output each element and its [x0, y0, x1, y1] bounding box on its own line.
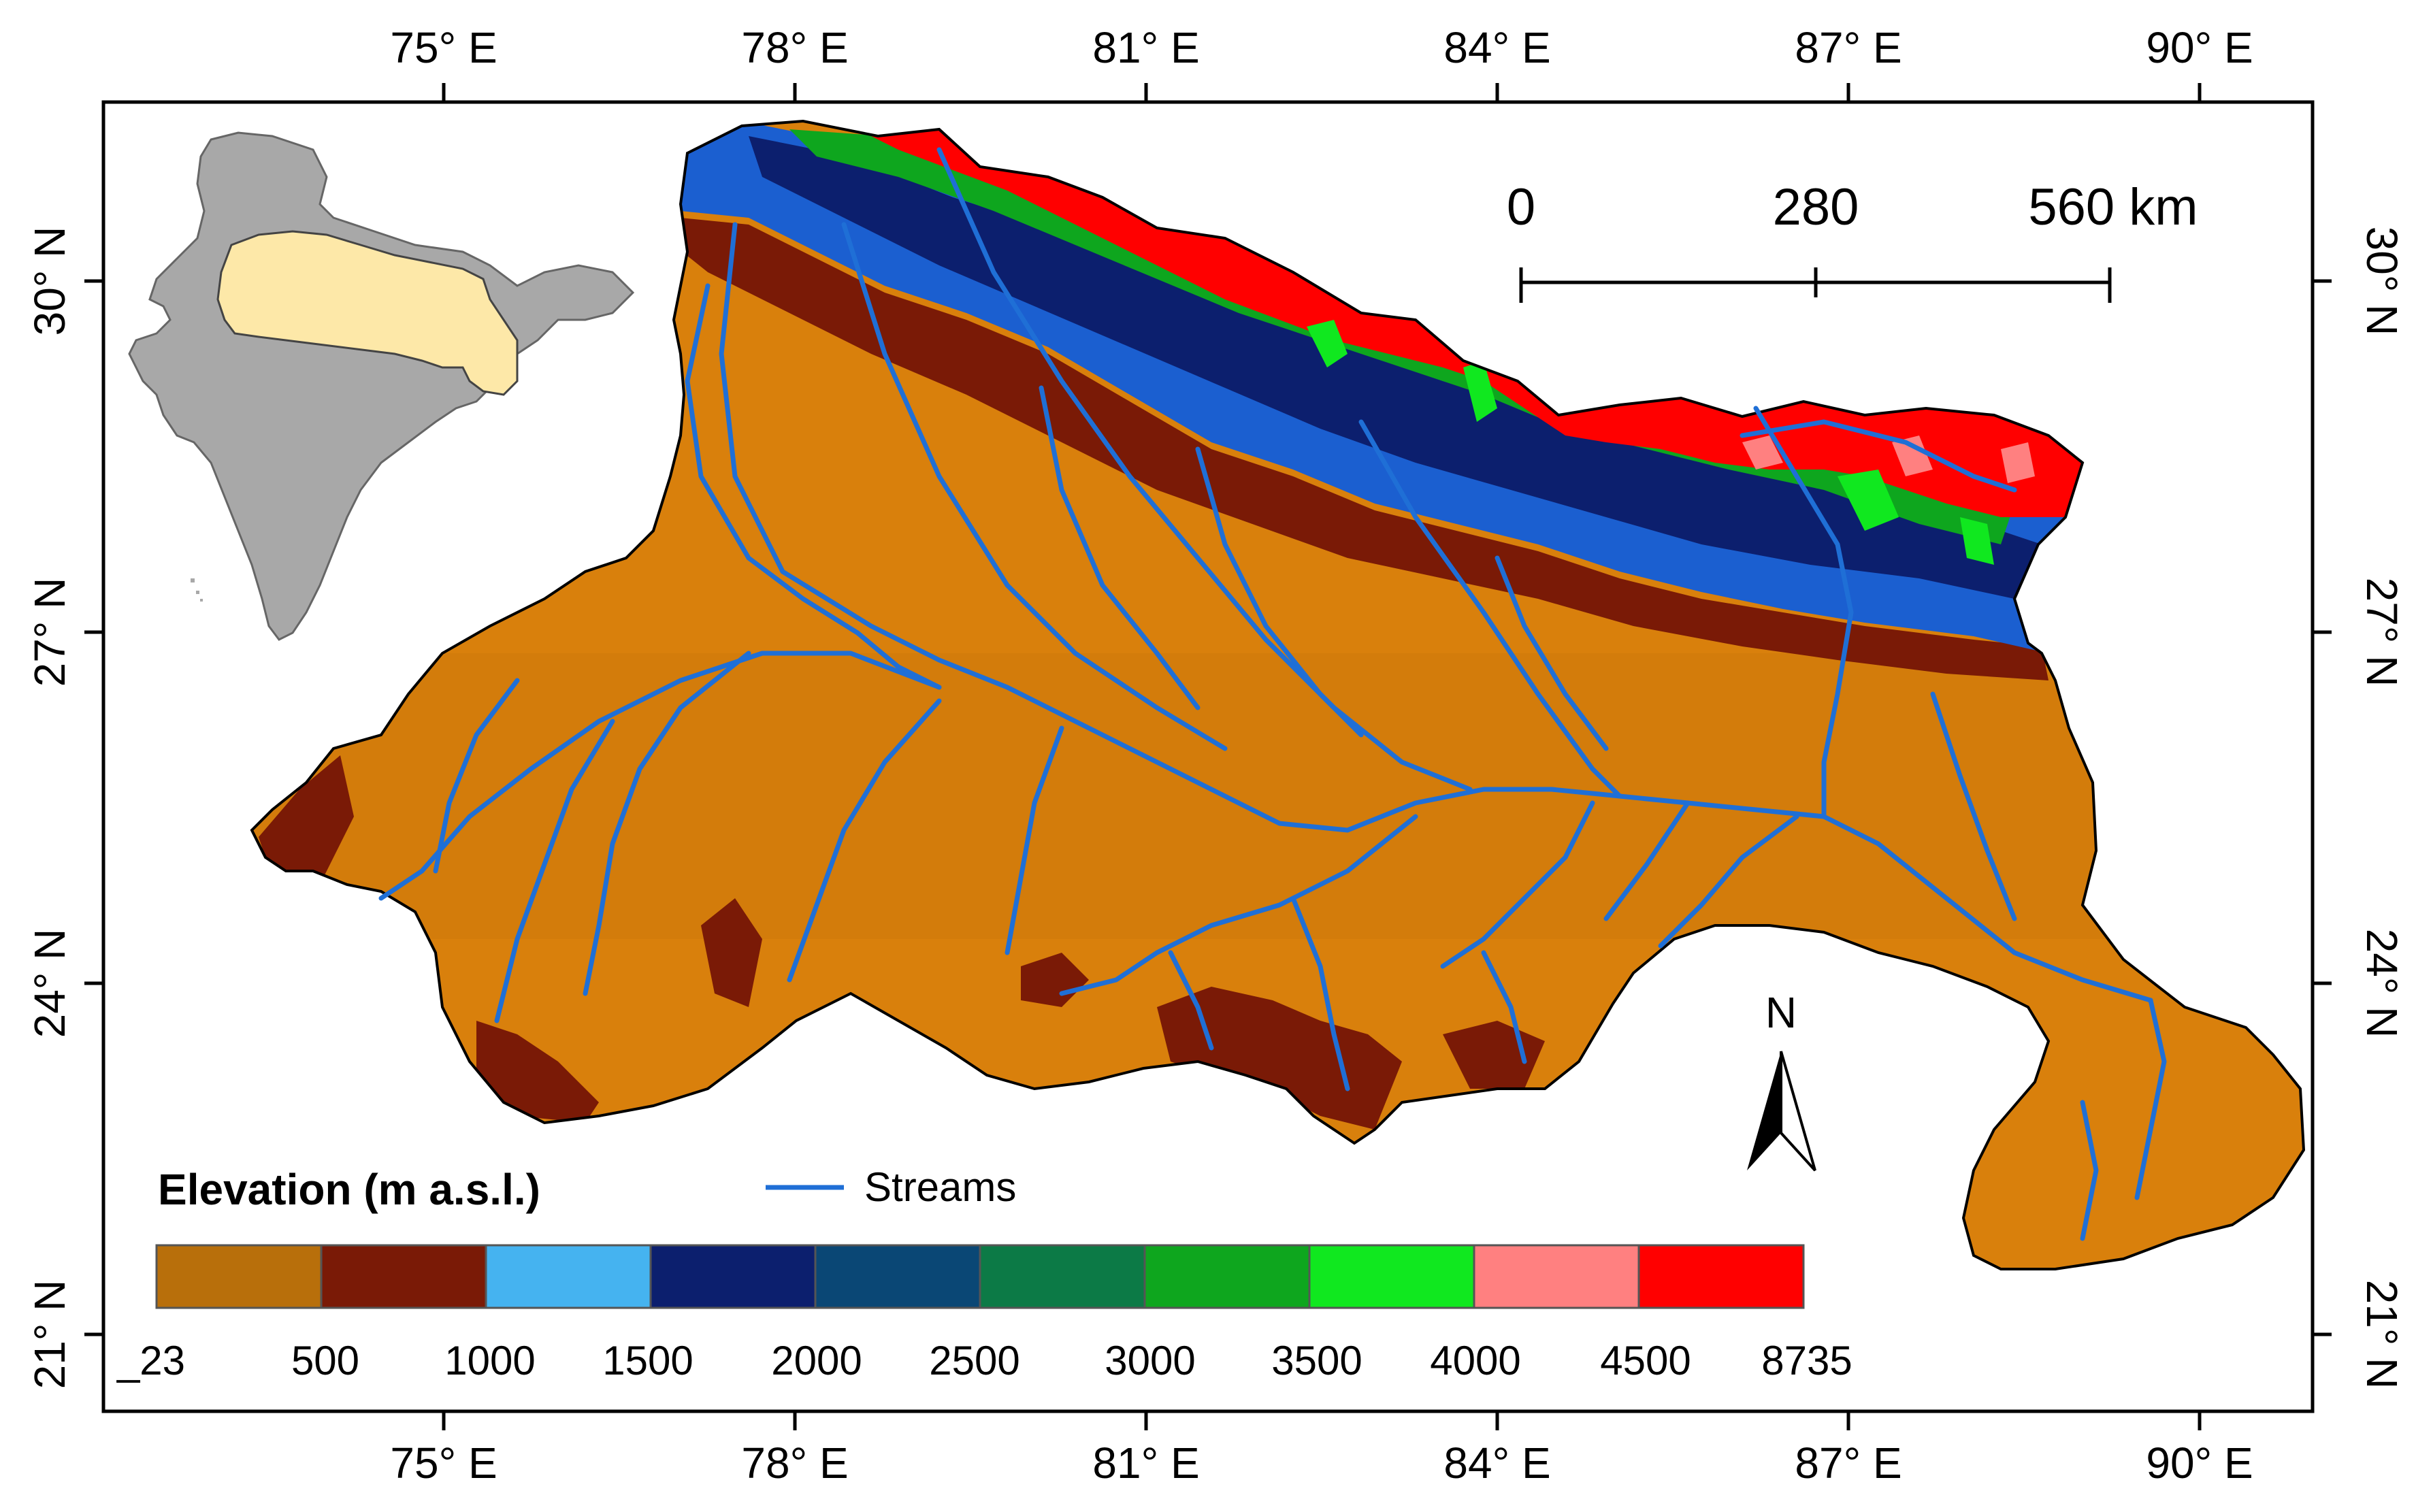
- stream-ganga-main: [719, 222, 2153, 1003]
- stream-west-2: [494, 719, 615, 1023]
- stream-betwa: [787, 698, 942, 983]
- legend-title: Elevation (m a.s.l.): [158, 1165, 540, 1214]
- stream-bagmati: [1495, 555, 1609, 751]
- inset-small-islands: [191, 578, 203, 602]
- lon-label-84-bottom: 84° E: [1443, 1439, 1550, 1488]
- legend-break-3: 1500: [602, 1338, 693, 1383]
- legend-class-3: [485, 1244, 652, 1309]
- stream-ghaghara: [936, 147, 1473, 792]
- legend-class-4: [649, 1244, 817, 1309]
- legend-class-8: [1308, 1244, 1475, 1309]
- stream-ramganga: [1039, 385, 1201, 710]
- stream-southeast-1: [1658, 814, 1799, 949]
- stream-ken: [1005, 725, 1064, 955]
- southern-hills: [259, 755, 1545, 1130]
- legend-class-10: [1637, 1244, 1805, 1309]
- lat-label-30-right: 30° N: [2357, 227, 2406, 336]
- scale-bar: 0 280 560 km: [1507, 178, 2198, 303]
- lon-label-75-bottom: 75° E: [390, 1439, 497, 1488]
- lat-label-30-left: 30° N: [25, 227, 74, 336]
- legend-class-5: [814, 1244, 981, 1309]
- latitude-labels-right: 30° N 27° N 24° N 21° N: [2357, 227, 2406, 1390]
- lon-label-90-top: 90° E: [2146, 23, 2253, 72]
- basin-outline: [250, 119, 2306, 1270]
- longitude-labels-bottom: 75° E 78° E 81° E 84° E 87° E 90° E: [390, 1439, 2253, 1488]
- lon-label-87-top: 87° E: [1795, 23, 1901, 72]
- lon-label-90-bottom: 90° E: [2146, 1439, 2253, 1488]
- axis-ticks: [84, 83, 2332, 1430]
- legend-break-4: 2000: [771, 1338, 862, 1383]
- stream-sharda: [1195, 446, 1364, 738]
- peaks-red: [844, 121, 2083, 517]
- snow-patches: [1742, 435, 2035, 483]
- stream-delta-2: [2080, 1100, 2099, 1241]
- stream-kosi: [1753, 406, 1854, 819]
- lat-label-21-left: 21° N: [25, 1280, 74, 1390]
- legend-class-1: [155, 1244, 323, 1309]
- legend-break-6: 3000: [1105, 1338, 1195, 1383]
- legend-break-1: 500: [291, 1338, 359, 1383]
- stream-south-2: [1168, 950, 1214, 1051]
- legend-break-8: 4000: [1430, 1338, 1520, 1383]
- india-inset-map: [128, 131, 635, 641]
- lon-label-81-top: 81° E: [1092, 23, 1199, 72]
- stream-south-1: [1290, 895, 1350, 1091]
- central-plain-shading: [252, 653, 2110, 939]
- lat-label-21-right: 21° N: [2357, 1280, 2406, 1390]
- lon-label-78-bottom: 78° E: [741, 1439, 848, 1488]
- legend-break-5: 2500: [929, 1338, 1019, 1383]
- stream-network: [378, 147, 2167, 1241]
- legend-break-10: 8735: [1761, 1338, 1852, 1383]
- lat-label-27-left: 27° N: [25, 578, 74, 687]
- legend-class-6: [979, 1244, 1146, 1309]
- green-fringe: [1307, 320, 1994, 565]
- stream-damodar: [1440, 800, 1595, 969]
- inset-basin-highlight: [216, 230, 519, 396]
- scale-label-280: 280: [1773, 178, 1859, 236]
- scale-label-560: 560 km: [2028, 178, 2198, 236]
- lon-label-87-bottom: 87° E: [1795, 1439, 1901, 1488]
- scale-label-0: 0: [1507, 178, 1535, 236]
- stream-gandak: [1358, 419, 1622, 799]
- stream-yamuna: [685, 283, 942, 690]
- north-arrow-right-half: [1780, 1051, 1816, 1172]
- legend-class-7: [1143, 1244, 1311, 1309]
- north-arrow-label: N: [1765, 988, 1797, 1037]
- legend-break-0: _23: [116, 1338, 185, 1383]
- legend-break-7: 3500: [1271, 1338, 1362, 1383]
- legend-color-bar: [155, 1244, 1805, 1309]
- legend-streams-label: Streams: [864, 1164, 1016, 1210]
- lon-label-75-top: 75° E: [390, 23, 497, 72]
- legend-class-9: [1473, 1244, 1640, 1309]
- legend-break-9: 4500: [1600, 1338, 1691, 1383]
- longitude-labels-top: 75° E 78° E 81° E 84° E 87° E 90° E: [390, 23, 2253, 72]
- lat-label-27-right: 27° N: [2357, 578, 2406, 687]
- north-arrow-icon: N: [1747, 988, 1816, 1172]
- legend-break-2: 1000: [444, 1338, 535, 1383]
- lat-label-24-right: 24° N: [2357, 929, 2406, 1038]
- stream-gomti: [841, 222, 1228, 751]
- stream-southeast-2: [1603, 800, 1691, 921]
- legend: Elevation (m a.s.l.) Streams _23 500 100…: [116, 1164, 1852, 1383]
- stream-south-3: [1481, 950, 1527, 1064]
- lon-label-78-top: 78° E: [741, 23, 848, 72]
- stream-chambal: [583, 651, 751, 996]
- stream-west-1: [433, 678, 520, 874]
- north-arrow-left-half: [1747, 1051, 1781, 1170]
- legend-class-2: [320, 1244, 487, 1309]
- stream-delta-1: [2134, 998, 2167, 1200]
- stream-son: [1059, 814, 1418, 996]
- lat-label-24-left: 24° N: [25, 929, 74, 1038]
- siwalik-foothills: [674, 218, 2048, 680]
- middle-mountains-navy: [749, 136, 2042, 599]
- legend-break-labels: _23 500 1000 1500 2000 2500 3000 3500 40…: [116, 1338, 1852, 1383]
- stream-mahananda: [1930, 691, 2017, 921]
- stream-kosi-upper: [1740, 419, 2017, 493]
- lon-label-81-bottom: 81° E: [1092, 1439, 1199, 1488]
- latitude-labels-left: 30° N 27° N 24° N 21° N: [25, 227, 74, 1390]
- lon-label-84-top: 84° E: [1443, 23, 1550, 72]
